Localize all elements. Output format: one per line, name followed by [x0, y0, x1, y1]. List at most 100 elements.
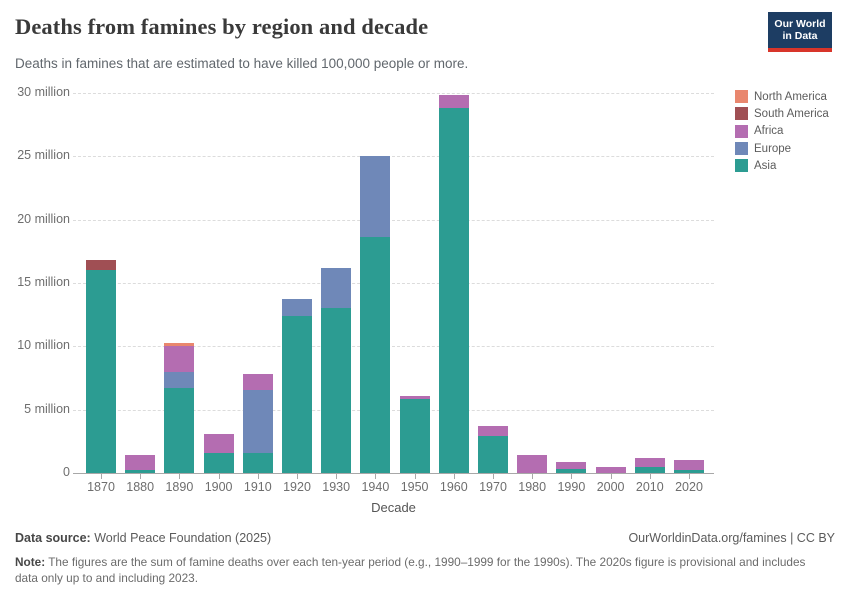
bar-segment-africa-2010[interactable]	[634, 457, 665, 468]
bar-segment-asia-1960[interactable]	[438, 107, 469, 473]
footer-note: Note: The figures are the sum of famine …	[15, 555, 821, 586]
bar-segment-europe-1910[interactable]	[242, 390, 273, 453]
bar-segment-africa-1880[interactable]	[125, 455, 156, 470]
y-tick-label-30: 30 million	[17, 84, 70, 99]
bar-segment-europe-1930[interactable]	[321, 268, 352, 309]
legend-item-africa[interactable]: Africa	[735, 123, 829, 140]
owid-logo-line2: in Data	[782, 30, 818, 42]
legend-label: Asia	[754, 159, 777, 172]
bar-segment-north-america-1890[interactable]	[164, 343, 195, 347]
x-tick-1960	[453, 474, 455, 479]
gridline-10	[73, 346, 714, 348]
x-tick-label-1980: 1980	[518, 480, 547, 494]
bar-segment-asia-2020[interactable]	[674, 469, 704, 473]
footer: Data source: World Peace Foundation (202…	[15, 531, 835, 545]
y-tick-label-20: 20 million	[17, 211, 70, 226]
bar-segment-asia-1950[interactable]	[399, 398, 430, 473]
bar-segment-asia-1970[interactable]	[478, 435, 508, 473]
gridline-5	[73, 409, 714, 411]
note-label: Note:	[15, 555, 46, 569]
bar-segment-africa-2020[interactable]	[674, 459, 704, 470]
bar-segment-asia-1940[interactable]	[360, 237, 391, 473]
x-tick-label-2020: 2020	[675, 480, 703, 494]
bar-segment-asia-2010[interactable]	[634, 467, 665, 473]
x-tick-label-1990: 1990	[557, 480, 586, 494]
x-tick-label-1930: 1930	[322, 480, 351, 494]
x-tick-label-1870: 1870	[87, 480, 115, 494]
legend-item-south-america[interactable]: South America	[735, 105, 829, 122]
bar-segment-asia-1930[interactable]	[321, 308, 352, 473]
owid-logo: Our World in Data	[768, 12, 832, 52]
x-tick-1890	[179, 474, 181, 479]
bar-segment-africa-1900[interactable]	[203, 434, 234, 454]
x-tick-1900	[218, 474, 220, 479]
bar-segment-asia-1910[interactable]	[242, 452, 273, 473]
bar-segment-asia-1870[interactable]	[86, 270, 116, 473]
bar-segment-africa-1910[interactable]	[242, 373, 273, 391]
bar-segment-africa-2000[interactable]	[595, 466, 626, 473]
data-source-text: World Peace Foundation (2025)	[90, 531, 272, 545]
legend-label: Africa	[754, 125, 784, 138]
legend-item-north-america[interactable]: North America	[735, 88, 829, 105]
chart-subtitle: Deaths in famines that are estimated to …	[15, 56, 469, 71]
legend-swatch-icon	[735, 124, 748, 138]
y-tick-label-5: 5 million	[24, 401, 70, 416]
x-tick-2020	[689, 474, 690, 479]
bar-segment-africa-1970[interactable]	[478, 426, 508, 436]
bar-segment-africa-1950[interactable]	[399, 396, 430, 399]
y-tick-label-15: 15 million	[17, 274, 70, 289]
bar-segment-south-america-1870[interactable]	[86, 259, 116, 271]
legend-item-europe[interactable]: Europe	[735, 140, 829, 157]
x-tick-1880	[140, 474, 142, 479]
bar-segment-asia-1990[interactable]	[556, 469, 587, 473]
note-text: The figures are the sum of famine deaths…	[15, 555, 806, 585]
license-link[interactable]: OurWorldinData.org/famines | CC BY	[628, 531, 835, 545]
x-tick-1970	[493, 474, 494, 479]
x-tick-1870	[101, 474, 102, 479]
x-tick-2000	[610, 474, 612, 479]
bar-segment-europe-1890[interactable]	[164, 371, 195, 389]
x-tick-label-1950: 1950	[400, 480, 429, 494]
x-tick-1910	[257, 474, 259, 479]
gridline-30	[73, 92, 714, 94]
x-tick-1980	[532, 474, 534, 479]
x-tick-1920	[297, 474, 298, 479]
gridline-15	[73, 282, 714, 284]
bar-segment-asia-1920[interactable]	[282, 315, 312, 473]
bar-segment-asia-1900[interactable]	[203, 453, 234, 473]
legend: North America South America Africa Europe As…	[735, 88, 829, 174]
x-axis-title: Decade	[371, 500, 416, 515]
gridline-20	[73, 219, 714, 221]
legend-item-asia[interactable]: Asia	[735, 157, 829, 174]
bar-segment-africa-1890[interactable]	[164, 346, 195, 372]
x-tick-1930	[336, 474, 338, 479]
legend-label: North America	[754, 90, 827, 103]
x-tick-2010	[649, 474, 651, 479]
bar-segment-africa-1960[interactable]	[438, 94, 469, 108]
legend-swatch-icon	[735, 90, 748, 104]
legend-swatch-icon	[735, 142, 748, 156]
x-tick-label-2010: 2010	[635, 480, 664, 494]
data-source: Data source: World Peace Foundation (202…	[15, 531, 271, 545]
bar-segment-africa-1980[interactable]	[517, 454, 548, 473]
x-tick-label-1970: 1970	[479, 480, 507, 494]
data-source-label: Data source:	[15, 531, 91, 545]
legend-swatch-icon	[735, 107, 748, 121]
x-tick-label-1880: 1880	[126, 480, 155, 494]
bar-segment-europe-1940[interactable]	[360, 156, 391, 238]
legend-swatch-icon	[735, 159, 748, 173]
x-tick-1950	[414, 474, 416, 479]
x-tick-label-2000: 2000	[596, 480, 625, 494]
gridline-0	[73, 473, 714, 474]
bar-segment-asia-1880[interactable]	[125, 469, 156, 473]
bar-segment-europe-1920[interactable]	[282, 298, 312, 316]
y-tick-label-0: 0	[63, 465, 70, 479]
bar-segment-asia-1890[interactable]	[164, 388, 195, 473]
x-tick-label-1960: 1960	[439, 480, 468, 494]
bar-segment-africa-1990[interactable]	[556, 461, 587, 470]
x-tick-label-1890: 1890	[165, 480, 194, 494]
x-tick-1990	[571, 474, 573, 479]
owid-logo-line1: Our World	[774, 17, 826, 30]
legend-label: South America	[754, 107, 829, 120]
